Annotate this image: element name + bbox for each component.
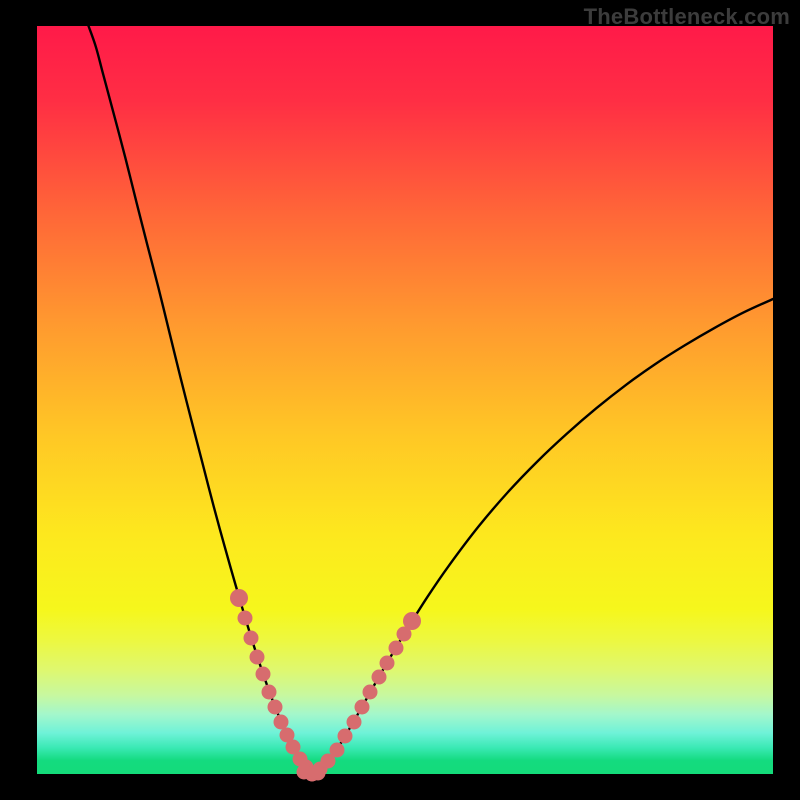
data-point: [380, 655, 395, 670]
data-point: [363, 685, 378, 700]
data-point: [311, 765, 326, 780]
data-point: [329, 742, 344, 757]
data-point: [238, 611, 253, 626]
data-point: [403, 612, 421, 630]
data-point: [354, 699, 369, 714]
data-point: [388, 641, 403, 656]
data-point: [244, 630, 259, 645]
data-point: [256, 667, 271, 682]
plot-area: [37, 26, 773, 774]
data-point: [250, 649, 265, 664]
data-point: [262, 684, 277, 699]
dots-layer: [37, 26, 773, 774]
data-point: [338, 728, 353, 743]
watermark-text: TheBottleneck.com: [584, 4, 790, 30]
data-point: [230, 589, 248, 607]
data-point: [371, 670, 386, 685]
chart-container: TheBottleneck.com: [0, 0, 800, 800]
data-point: [297, 764, 312, 779]
data-point: [346, 714, 361, 729]
data-point: [268, 700, 283, 715]
